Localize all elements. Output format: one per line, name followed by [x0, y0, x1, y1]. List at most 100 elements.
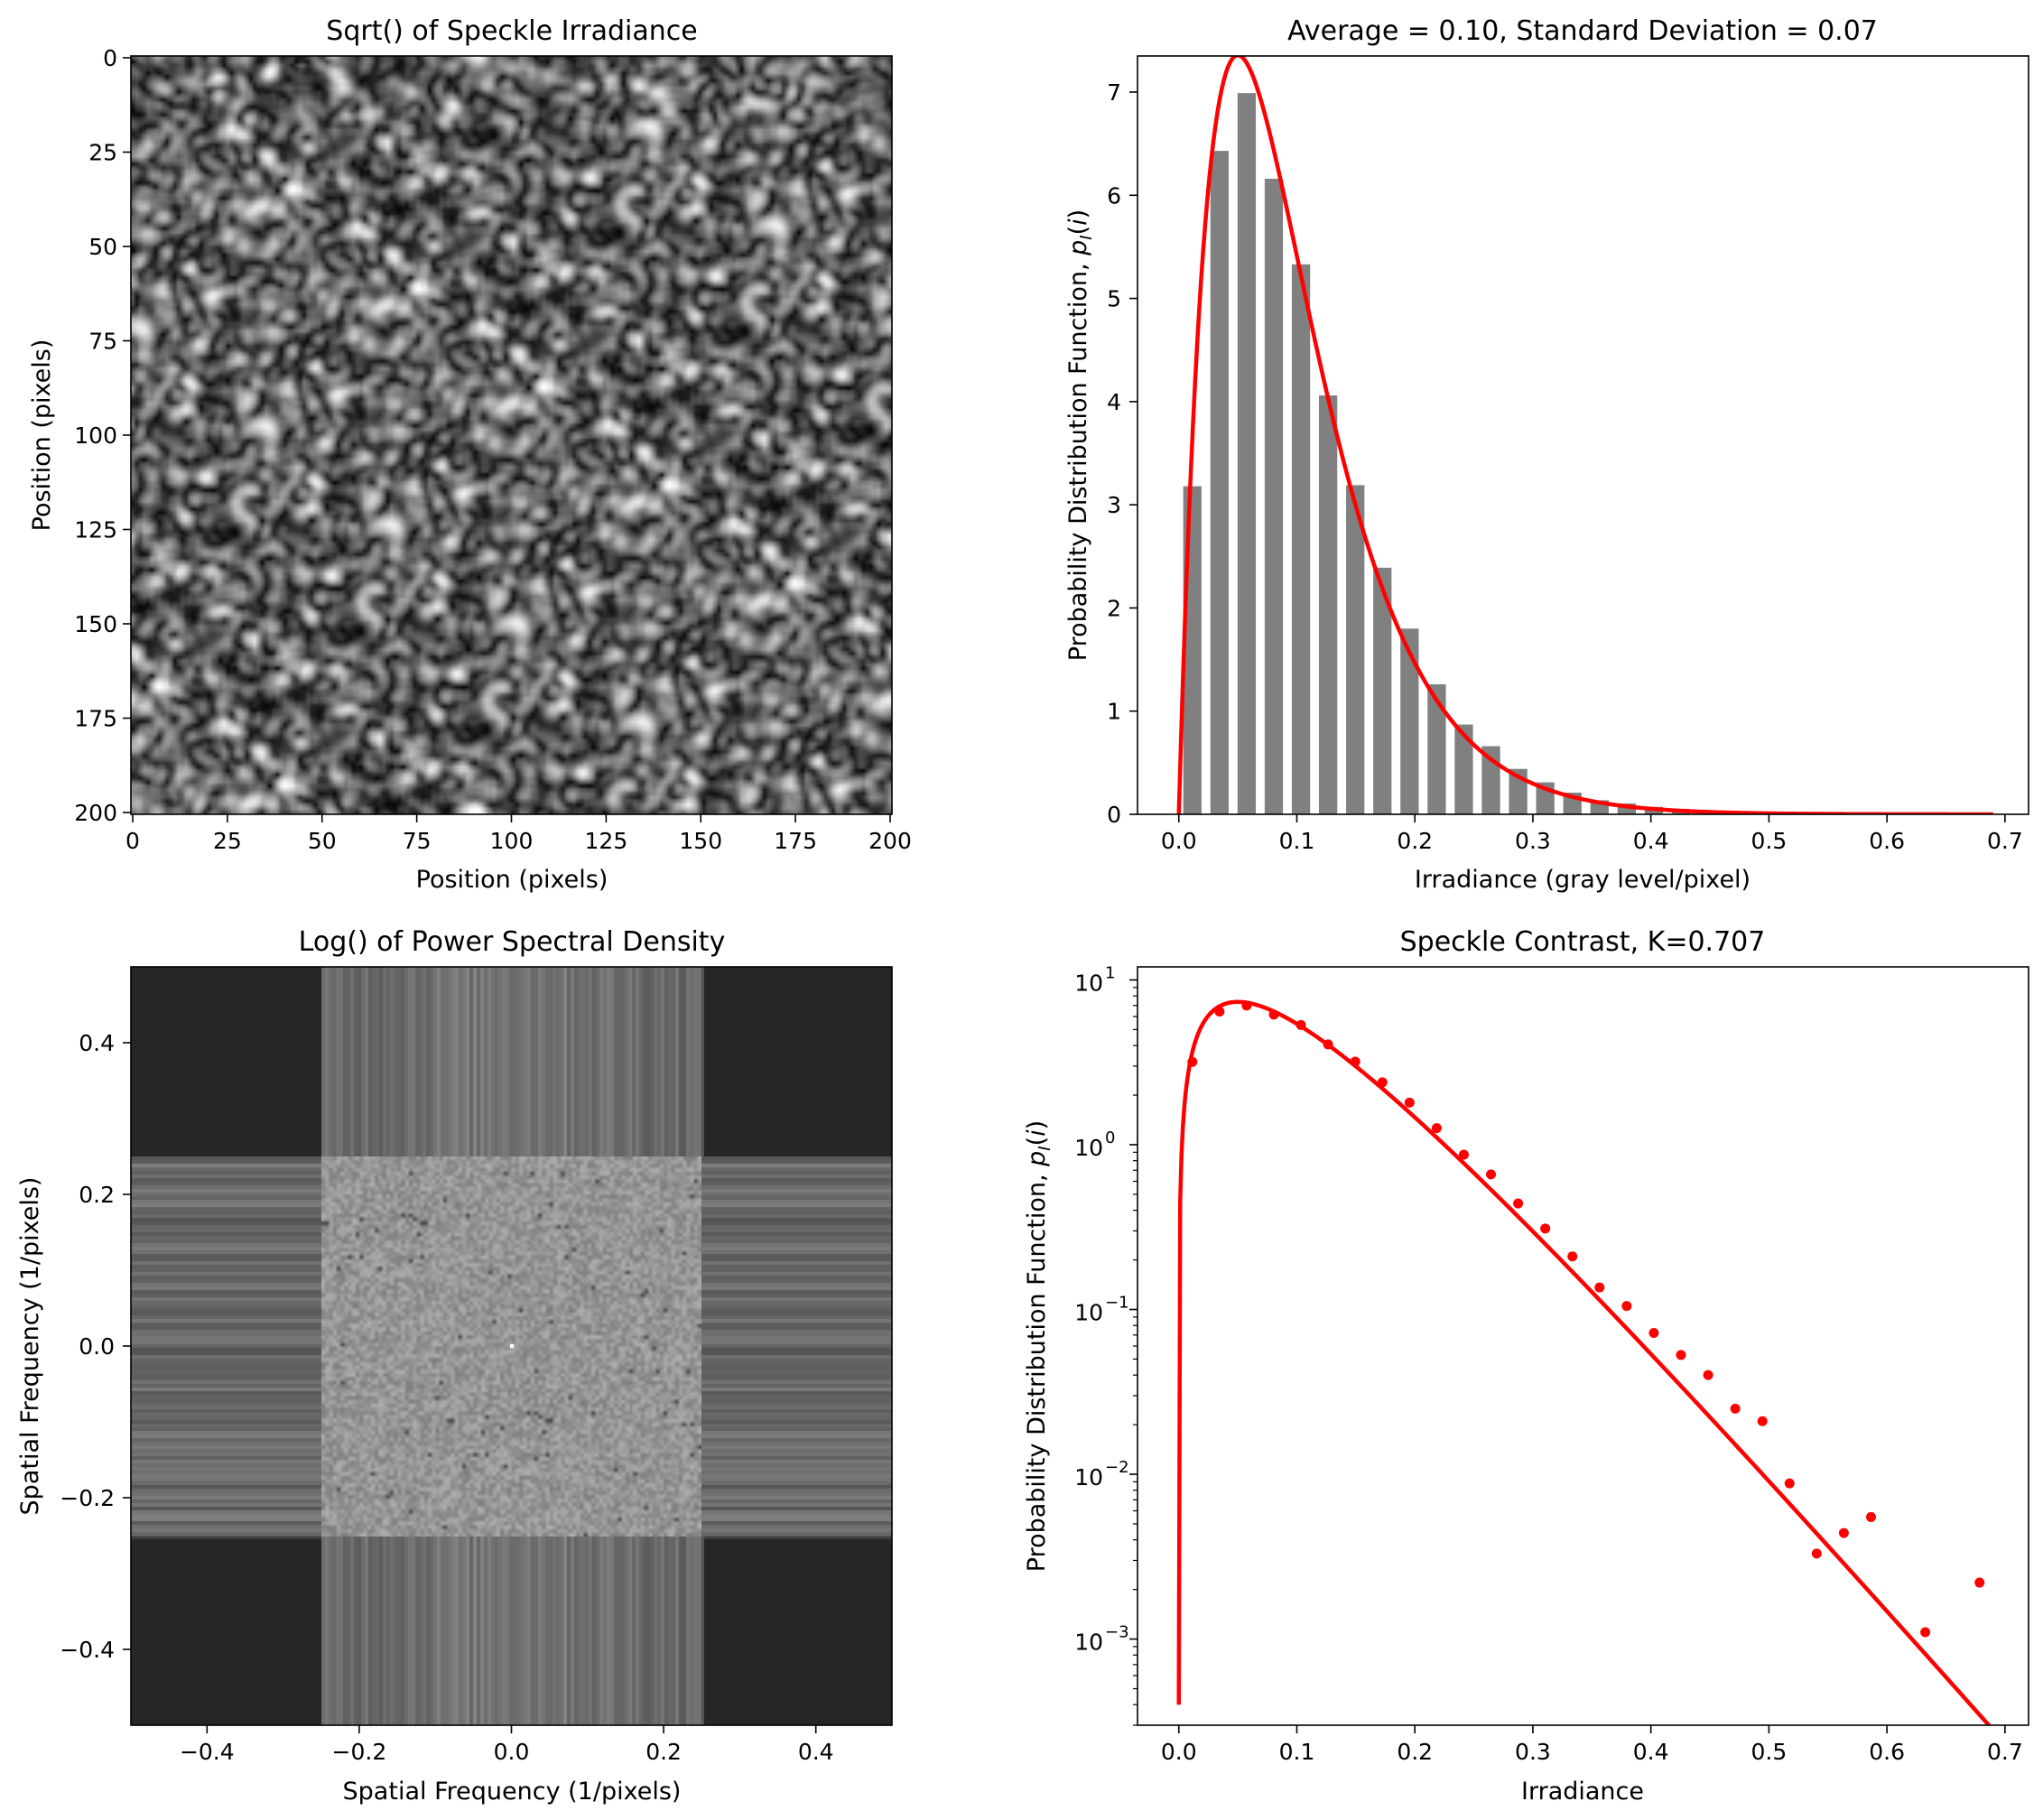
- speckle-y-label: Position (pixels): [28, 339, 56, 532]
- psd-streak: [701, 1445, 892, 1449]
- logpdf-point: [1621, 1301, 1632, 1312]
- psd-streak: [701, 1323, 892, 1326]
- psd-streak: [358, 1537, 361, 1725]
- psd-streak: [592, 1537, 596, 1725]
- psd-streak: [701, 1247, 892, 1250]
- psd-streak: [701, 1351, 892, 1355]
- psd-streak: [372, 1537, 376, 1725]
- psd-streak: [607, 967, 610, 1156]
- logpdf-y-tick-exponent: 1: [1105, 963, 1115, 982]
- psd-streak: [686, 1537, 690, 1725]
- logpdf-point: [1486, 1169, 1497, 1180]
- histogram-x-tick-label: 0.2: [1397, 828, 1433, 854]
- psd-streak: [419, 1537, 423, 1725]
- psd-streak: [701, 1438, 892, 1442]
- psd-streak: [131, 1218, 321, 1221]
- psd-streak: [701, 1521, 892, 1525]
- psd-streak: [336, 1537, 339, 1725]
- psd-streak: [683, 1537, 686, 1725]
- psd-streak: [383, 967, 386, 1156]
- histogram-y-tick-label: 7: [1107, 79, 1121, 106]
- psd-streak: [131, 1265, 321, 1268]
- logpdf-y-tick-label: 10: [1074, 1135, 1103, 1161]
- psd-streak: [661, 967, 664, 1156]
- psd-streak: [701, 1258, 892, 1261]
- logpdf-point: [1513, 1198, 1524, 1209]
- psd-streak: [701, 1279, 892, 1283]
- psd-x-label: Spatial Frequency (1/pixels): [343, 1778, 682, 1806]
- psd-streak: [701, 1265, 892, 1268]
- psd-streak: [701, 1435, 892, 1438]
- psd-streak: [397, 967, 401, 1156]
- psd-streak: [131, 1156, 321, 1160]
- psd-streak: [574, 1537, 578, 1725]
- psd-streak: [701, 1532, 892, 1536]
- psd-streak: [701, 1467, 892, 1471]
- psd-streak: [131, 1236, 321, 1240]
- psd-streak: [473, 967, 477, 1156]
- psd-streak: [701, 1507, 892, 1510]
- psd-streak: [538, 967, 542, 1156]
- psd-streak: [520, 967, 524, 1156]
- speckle-y-tick-label: 150: [74, 611, 117, 637]
- psd-panel: Log() of Power Spectral Density −0.4 −0.2…: [16, 926, 893, 1806]
- psd-streak: [618, 967, 621, 1156]
- psd-streak: [701, 1471, 892, 1474]
- psd-streak: [131, 1214, 321, 1218]
- psd-streak: [610, 1537, 614, 1725]
- histogram-bar: [1400, 628, 1419, 814]
- histogram-title: Average = 0.10, Standard Deviation = 0.0…: [1287, 15, 1878, 47]
- psd-streak: [131, 1243, 321, 1247]
- logpdf-point: [1323, 1039, 1333, 1050]
- psd-streak: [412, 1537, 415, 1725]
- psd-streak: [131, 1254, 321, 1258]
- psd-streak: [325, 1537, 329, 1725]
- psd-streak: [404, 967, 408, 1156]
- psd-streak: [701, 1537, 704, 1725]
- psd-streak: [697, 1537, 701, 1725]
- psd-streak: [131, 1276, 321, 1279]
- psd-streak: [131, 1326, 321, 1330]
- psd-streak: [661, 1537, 664, 1725]
- psd-streak: [618, 1537, 621, 1725]
- speckle-y-tick-label: 0: [103, 45, 117, 71]
- speckle-x-tick-label: 175: [774, 828, 817, 854]
- histogram-x-tick-label: 0.0: [1161, 828, 1197, 854]
- psd-streak: [358, 967, 361, 1156]
- psd-streak: [455, 967, 459, 1156]
- psd-streak: [509, 967, 513, 1156]
- psd-streak: [701, 1492, 892, 1496]
- histogram-y-tick-label: 2: [1107, 595, 1121, 621]
- psd-streak: [531, 1537, 534, 1725]
- logpdf-x-tick-label: 0.2: [1397, 1739, 1433, 1765]
- psd-streak: [625, 1537, 628, 1725]
- psd-streak: [131, 1337, 321, 1341]
- psd-streak: [701, 1203, 892, 1207]
- psd-x-tick-label: 0.2: [645, 1739, 682, 1765]
- psd-streak: [701, 1500, 892, 1503]
- histogram-x-tick-label: 0.3: [1515, 828, 1551, 854]
- psd-y-ticks: 0.4 0.2 0.0 −0.2 −0.4: [60, 1030, 131, 1663]
- psd-streak: [437, 967, 441, 1156]
- psd-streak: [484, 967, 488, 1156]
- psd-streak: [131, 1370, 321, 1373]
- logpdf-y-tick-label: 10: [1074, 1464, 1103, 1490]
- psd-x-tick-label: −0.2: [332, 1739, 387, 1765]
- psd-streak: [131, 1250, 321, 1254]
- psd-streak: [701, 1286, 892, 1290]
- psd-streak: [131, 1305, 321, 1308]
- logpdf-point: [1594, 1282, 1605, 1293]
- psd-streak: [701, 1200, 892, 1203]
- speckle-x-tick-label: 0: [125, 828, 140, 854]
- psd-streak: [455, 1537, 459, 1725]
- psd-streak: [506, 1537, 509, 1725]
- psd-streak: [701, 1355, 892, 1359]
- psd-streak: [350, 1537, 354, 1725]
- logpdf-point: [1404, 1097, 1415, 1108]
- psd-streak: [131, 1532, 321, 1536]
- psd-streak: [643, 967, 646, 1156]
- psd-streak: [701, 1167, 892, 1171]
- psd-streak: [131, 1485, 321, 1489]
- psd-streak: [636, 967, 639, 1156]
- psd-streak: [524, 1537, 527, 1725]
